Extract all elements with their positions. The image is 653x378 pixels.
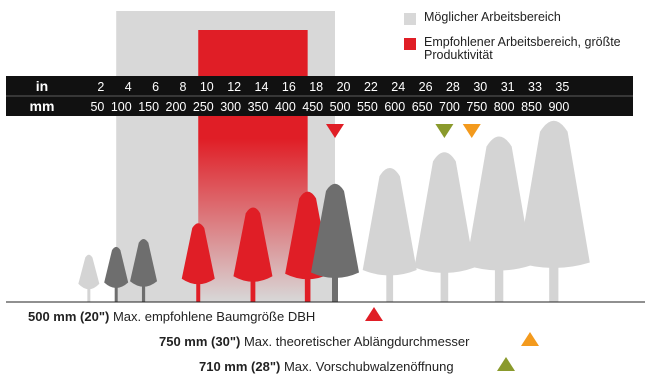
tick-mm-300: 300 (220, 100, 241, 114)
tree-trunk (304, 276, 311, 302)
tick-in-6: 6 (152, 80, 159, 94)
marker-700mm (435, 124, 454, 138)
tick-in-12: 12 (227, 80, 241, 94)
tree-50mm (78, 254, 100, 302)
tick-in-33: 33 (528, 80, 542, 94)
tree-350mm (233, 207, 273, 302)
note-max-dbh-value: 500 mm (20") (28, 309, 110, 324)
row-label-mm: mm (30, 98, 55, 114)
tick-in-20: 20 (337, 80, 351, 94)
tick-in-30: 30 (473, 80, 487, 94)
tree-500mm (311, 183, 359, 302)
note-max-feed-text: Max. Vorschubwalzenöffnung (283, 359, 454, 374)
tree-crown (233, 207, 273, 282)
tick-mm-750: 750 (466, 100, 487, 114)
tree-800mm (466, 136, 533, 302)
tick-in-22: 22 (364, 80, 378, 94)
tick-in-10: 10 (200, 80, 214, 94)
tree-trunk (87, 286, 91, 302)
tree-trunk (494, 268, 504, 302)
tick-in-18: 18 (309, 80, 323, 94)
tree-trunk (250, 279, 256, 302)
legend-possible-label: Möglicher Arbeitsbereich (424, 10, 561, 24)
tick-mm-350: 350 (248, 100, 269, 114)
tick-in-28: 28 (446, 80, 460, 94)
tree-trunk (114, 285, 118, 302)
tick-in-24: 24 (391, 80, 405, 94)
limit-markers (326, 124, 539, 371)
tree-trunk (386, 273, 394, 302)
tree-250mm (181, 223, 215, 302)
tree-900mm (517, 120, 590, 302)
tree-600mm (362, 168, 417, 302)
tick-mm-250: 250 (193, 100, 214, 114)
row-label-in: in (36, 78, 48, 94)
note-max-cut-text: Max. theoretischer Ablängdurchmesser (243, 334, 470, 349)
tree-crown (104, 246, 129, 288)
note-max-cut-value: 750 mm (30") (159, 334, 241, 349)
tree-100mm (104, 246, 129, 302)
tick-in-31: 31 (501, 80, 515, 94)
tree-trunk (440, 270, 449, 302)
tick-mm-450: 450 (302, 100, 323, 114)
tree-crown (414, 152, 475, 273)
tree-trunk (141, 284, 146, 302)
legend-recommended-label: Empfohlener Arbeitsbereich, größte Produ… (424, 35, 621, 62)
tree-trunk (196, 281, 201, 302)
tick-mm-50: 50 (90, 100, 104, 114)
note-max-cut: 750 mm (30") Max. theoretischer Ablängdu… (159, 334, 469, 349)
tick-mm-500: 500 (330, 100, 351, 114)
tick-mm-600: 600 (384, 100, 405, 114)
range-bands (116, 11, 335, 302)
tree-crown (78, 254, 100, 290)
marker-500mm (326, 124, 344, 138)
tick-mm-700: 700 (439, 100, 460, 114)
marker-750mm (462, 124, 481, 138)
tick-mm-550: 550 (357, 100, 378, 114)
tick-mm-200: 200 (166, 100, 187, 114)
note-max-feed: 710 mm (28") Max. Vorschubwalzenöffnung (199, 359, 454, 374)
tick-in-8: 8 (179, 80, 186, 94)
note-max-dbh-text: Max. empfohlene Baumgröße DBH (112, 309, 316, 324)
tree-crown (517, 120, 590, 268)
tick-in-14: 14 (255, 80, 269, 94)
tree-crown (181, 223, 215, 285)
tick-mm-850: 850 (521, 100, 542, 114)
recommended-range-swatch (404, 38, 416, 50)
tick-mm-100: 100 (111, 100, 132, 114)
tree-trunk (332, 275, 338, 302)
tree-trunk (549, 265, 559, 302)
tree-silhouettes (78, 120, 590, 302)
tick-in-35: 35 (555, 80, 569, 94)
tick-in-16: 16 (282, 80, 296, 94)
possible-range-swatch (404, 13, 416, 25)
unit-header: inmm250410061508200102501230014350164001… (6, 76, 633, 116)
note-green-marker (497, 357, 515, 371)
note-max-dbh: 500 mm (20") Max. empfohlene Baumgröße D… (28, 309, 315, 324)
tick-in-2: 2 (97, 80, 104, 94)
tick-mm-150: 150 (138, 100, 159, 114)
tree-crown (362, 168, 417, 276)
tree-150mm (130, 238, 158, 302)
tree-700mm (414, 152, 475, 302)
tree-crown (466, 136, 533, 271)
tick-mm-800: 800 (494, 100, 515, 114)
note-red-marker (365, 307, 383, 321)
tree-crown (311, 183, 359, 278)
tick-mm-400: 400 (275, 100, 296, 114)
note-orange-marker (521, 332, 539, 346)
tick-in-26: 26 (419, 80, 433, 94)
tick-mm-900: 900 (548, 100, 569, 114)
tree-crown (130, 238, 158, 287)
tick-mm-650: 650 (412, 100, 433, 114)
tick-in-4: 4 (125, 80, 132, 94)
note-max-feed-value: 710 mm (28") (199, 359, 281, 374)
legend-recommended: Empfohlener Arbeitsbereich, größte Produ… (404, 36, 629, 62)
legend-possible: Möglicher Arbeitsbereich (404, 11, 561, 25)
